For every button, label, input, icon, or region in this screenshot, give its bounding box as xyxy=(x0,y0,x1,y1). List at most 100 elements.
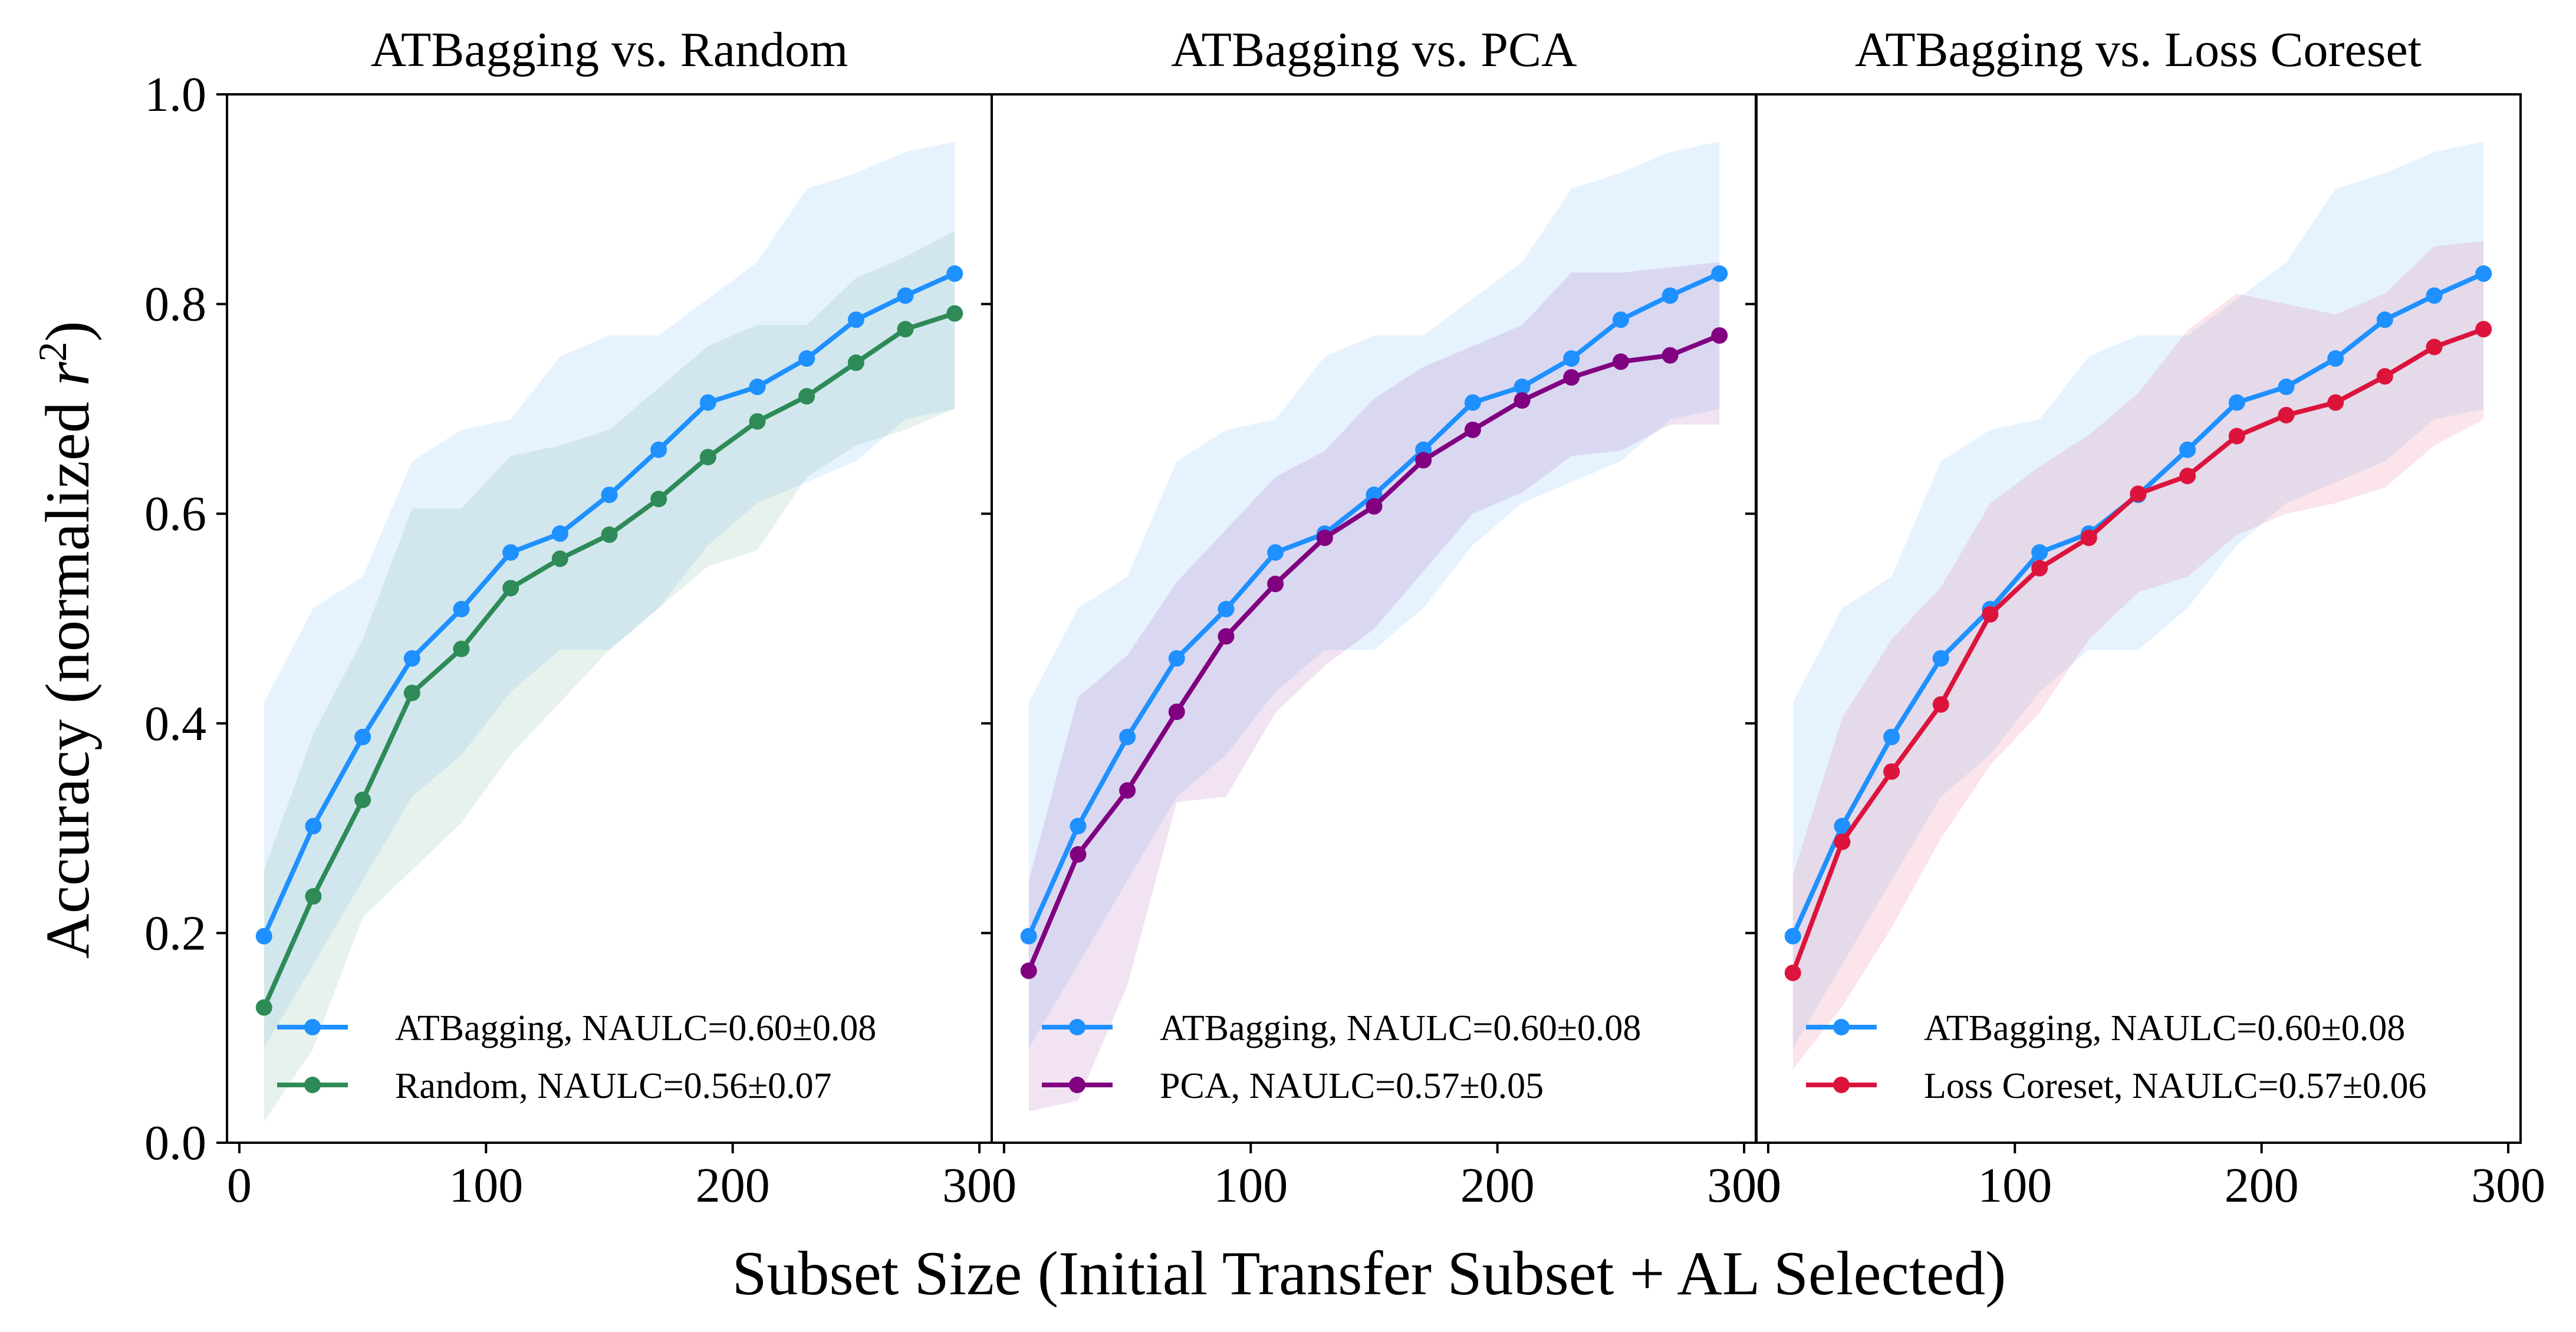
y-axis-label-var: r xyxy=(33,361,102,386)
panel-2-series-2-point xyxy=(1711,327,1728,344)
panel-2-series-1-point xyxy=(1168,650,1185,667)
panel-1-series-2-point xyxy=(699,449,716,466)
panel-1: ATBagging vs. Random 0 100 200 300 0.0 0.2 0.4 0… xyxy=(144,22,1016,1213)
panel-1-legend-label-1: ATBagging, NAULC=0.60±0.08 xyxy=(395,1008,876,1048)
chart-panels: ATBagging vs. Random 0 100 200 300 0.0 0.2 0.4 0… xyxy=(144,22,2545,1213)
panel-3-legend-label-1: ATBagging, NAULC=0.60±0.08 xyxy=(1924,1008,2405,1048)
panel-1-series-1-point xyxy=(453,600,470,617)
panel-3-series-1-point xyxy=(2475,265,2492,282)
panel-1-band-2 xyxy=(264,231,955,1122)
panel-2-series-1-point xyxy=(1267,544,1284,561)
panel-3-series-2-point xyxy=(2475,321,2492,338)
y-axis-label: Accuracy (normalized r2) xyxy=(30,321,102,959)
panel-2-series-1-point xyxy=(1070,818,1087,835)
panel-3-series-1-point xyxy=(2426,287,2443,304)
panel-2-series-1-point xyxy=(1119,728,1136,745)
y-axis-label-end: ) xyxy=(33,321,102,341)
panel-3-series-2-point xyxy=(2080,529,2097,547)
panel-3-legend-marker-2 xyxy=(1833,1077,1850,1093)
panel-2-series-2-point xyxy=(1218,628,1235,645)
panel-1-x-tick-label: 0 xyxy=(227,1158,252,1213)
panel-2-series-2-point xyxy=(1514,392,1531,409)
panel-3-legend-marker-1 xyxy=(1833,1019,1850,1035)
panel-3-band-1 xyxy=(1792,142,2484,1048)
panel-3-x-tick-label: 300 xyxy=(2471,1158,2545,1213)
y-tick-label: 0.6 xyxy=(144,486,206,541)
panel-2-series-2-point xyxy=(1662,347,1679,364)
panel-1-series-1-point xyxy=(601,486,618,504)
panel-1-series-1-point xyxy=(305,818,322,835)
panel-3-series-1-point xyxy=(1834,818,1851,835)
panel-1-x-tick-label: 100 xyxy=(449,1158,523,1213)
panel-2-legend-label-2: PCA, NAULC=0.57±0.05 xyxy=(1160,1066,1544,1106)
panel-2-series-2-point xyxy=(1070,846,1087,863)
x-axis-label: Subset Size (Initial Transfer Subset + A… xyxy=(732,1239,2006,1308)
panel-3-band-2 xyxy=(1792,241,2484,1070)
panel-1-series-1-point xyxy=(946,265,963,282)
panel-1-x-tick-label: 300 xyxy=(942,1158,1016,1213)
y-axis-label-sup: 2 xyxy=(30,341,75,361)
panel-2-series-1-point xyxy=(1612,311,1629,328)
panel-2-series-2-point xyxy=(1612,353,1629,370)
panel-2-series-2-point xyxy=(1415,452,1432,469)
panel-3-x-tick-label: 200 xyxy=(2225,1158,2299,1213)
panel-1-series-2-point xyxy=(601,526,618,543)
panel-1-series-2-point xyxy=(946,305,963,322)
panel-1-series-2-point xyxy=(403,685,420,702)
panel-1-series-2-point xyxy=(798,388,815,405)
panel-2-series-1-point xyxy=(1464,394,1481,411)
panel-2-series-2-point xyxy=(1316,529,1333,547)
panel-2-series-2-point xyxy=(1168,703,1185,721)
panel-3-series-2-point xyxy=(1784,964,1801,981)
panel-2-title: ATBagging vs. PCA xyxy=(1171,22,1577,77)
panel-3-series-2-point xyxy=(2130,485,2147,502)
panel-3-series-1-point xyxy=(1784,928,1801,945)
panel-2-legend-marker-1 xyxy=(1069,1019,1085,1035)
panel-1-series-2-point xyxy=(255,999,272,1016)
panel-1-series-1-point xyxy=(502,544,519,561)
panel-1-series-1-point xyxy=(403,650,420,667)
panel-1-series-2-point xyxy=(502,580,519,597)
panel-2-series-1-point xyxy=(1662,287,1679,304)
panel-1-x-tick-label: 200 xyxy=(696,1158,770,1213)
panel-3-title: ATBagging vs. Loss Coreset xyxy=(1855,22,2422,77)
y-tick-label: 0.2 xyxy=(144,906,206,961)
panel-1-series-2-point xyxy=(551,550,568,567)
panel-3-series-1-point xyxy=(2278,379,2295,396)
panel-1-series-1-point xyxy=(699,394,716,411)
panel-1-legend-label-2: Random, NAULC=0.56±0.07 xyxy=(395,1066,832,1106)
panel-2-series-2-point xyxy=(1267,575,1284,593)
panel-1-series-2-point xyxy=(897,321,914,338)
panel-2-band-1 xyxy=(1028,142,1720,1048)
panel-1-series-1-point xyxy=(255,928,272,945)
panel-2-series-1-point xyxy=(1711,265,1728,282)
panel-2-series-2-point xyxy=(1020,962,1037,979)
panel-3-legend-label-2: Loss Coreset, NAULC=0.57±0.06 xyxy=(1924,1066,2427,1106)
panel-2-series-1-point xyxy=(1366,486,1383,504)
panel-2-series-1-point xyxy=(1563,350,1580,367)
panel-3-series-1-point xyxy=(1883,728,1900,745)
panel-3-series-1-point xyxy=(2179,441,2196,458)
panel-1-series-2-point xyxy=(354,791,371,808)
panel-3-series-1-point xyxy=(2031,544,2048,561)
panel-3-x-tick-label: 100 xyxy=(1978,1158,2052,1213)
panel-3-series-2-point xyxy=(1883,763,1900,780)
panel-3-series-2-point xyxy=(2426,338,2443,356)
panel-2-series-1-point xyxy=(1218,600,1235,617)
panel-3-series-2-point xyxy=(2376,368,2393,385)
panel-1-series-2-point xyxy=(847,354,864,371)
panel-3-frame xyxy=(1755,93,2522,1144)
panel-2-x-tick-label: 300 xyxy=(1707,1158,1781,1213)
panel-2-series-2-point xyxy=(1563,369,1580,386)
panel-2-series-1-point xyxy=(1020,928,1037,945)
y-axis-label-main: Accuracy (normalized xyxy=(33,386,102,959)
panel-1-series-2-point xyxy=(650,491,667,508)
y-tick-label: 0.4 xyxy=(144,696,206,751)
y-tick-label: 1.0 xyxy=(144,67,206,122)
panel-3-series-2-point xyxy=(2278,407,2295,424)
panel-3-x-tick-label: 0 xyxy=(1756,1158,1781,1213)
panel-1-series-1-point xyxy=(847,311,864,328)
panel-3: ATBagging vs. Loss Coreset 0 100 200 300 ATBa… xyxy=(1745,22,2545,1213)
panel-3-series-2-point xyxy=(1932,696,1949,713)
